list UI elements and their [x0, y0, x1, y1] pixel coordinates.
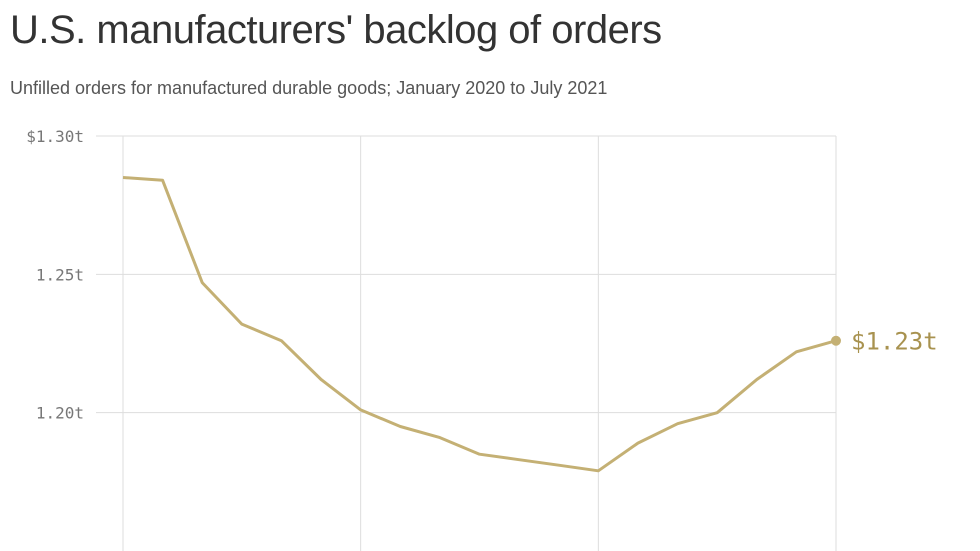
y-gridlines	[96, 135, 836, 414]
x-gridlines	[122, 136, 837, 551]
series-line	[122, 176, 837, 473]
end-point	[831, 335, 841, 346]
end-value-label: $1.23t	[851, 328, 938, 356]
chart-subtitle: Unfilled orders for manufactured durable…	[10, 78, 608, 98]
y-tick-label: 1.25t	[36, 265, 84, 284]
y-tick-label: $1.30t	[26, 127, 84, 146]
y-tick-label: 1.20t	[36, 404, 84, 423]
chart-title: U.S. manufacturers' backlog of orders	[10, 8, 662, 52]
y-tick-labels: $1.30t 1.25t 1.20t	[26, 127, 84, 423]
